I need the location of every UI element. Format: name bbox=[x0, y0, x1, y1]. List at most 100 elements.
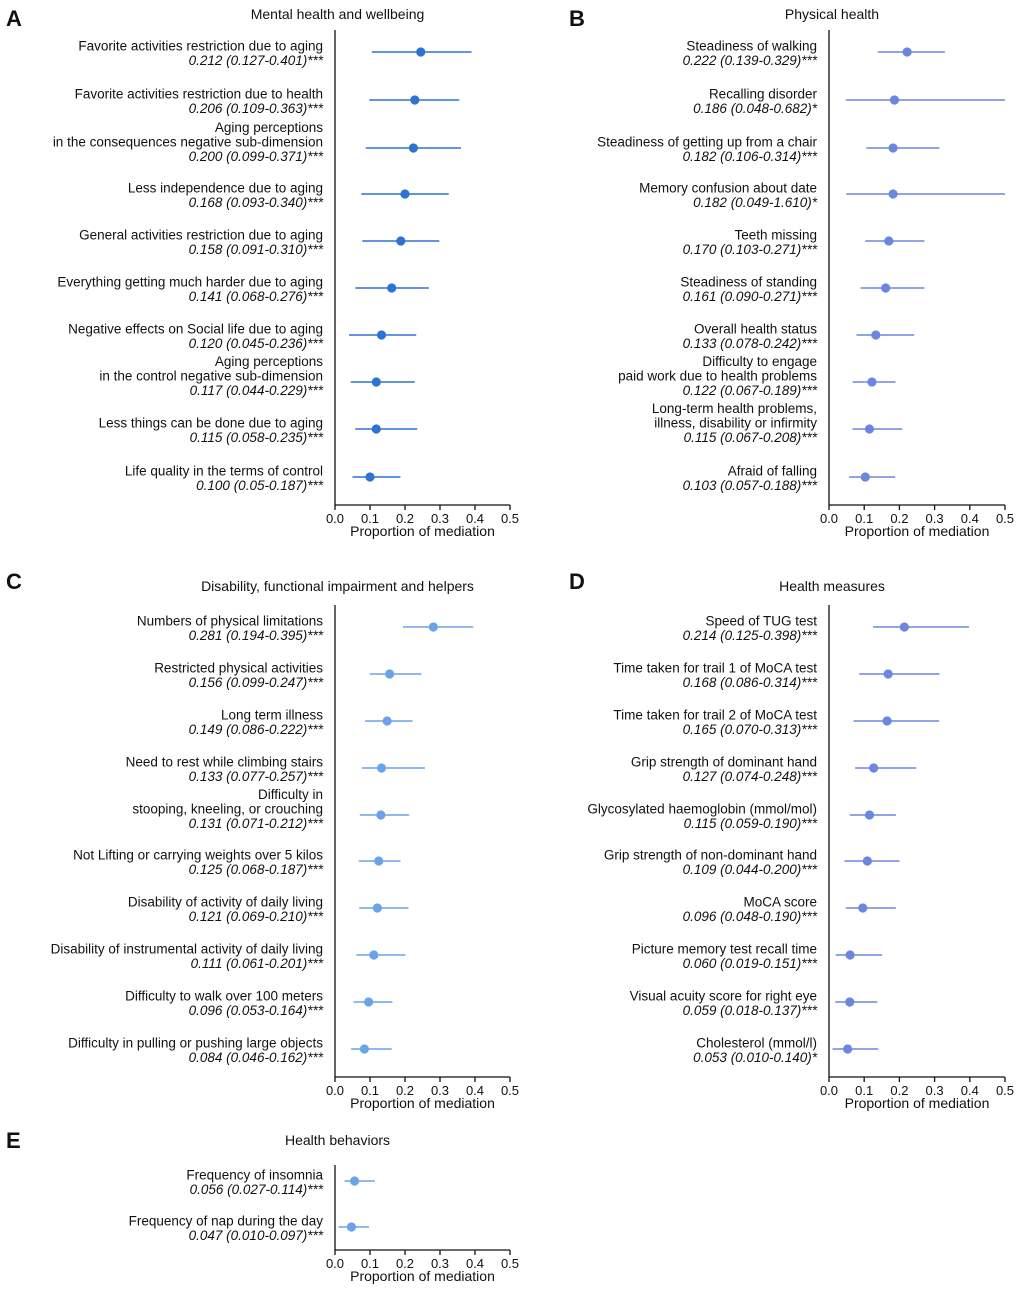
row-estimate: 0.156 (0.099-0.247)*** bbox=[189, 675, 324, 690]
x-tick-label: 0.3 bbox=[926, 1083, 944, 1098]
row-estimate: 0.084 (0.046-0.162)*** bbox=[189, 1050, 324, 1065]
point-estimate bbox=[860, 472, 870, 482]
row-label: Steadiness of walking bbox=[686, 39, 817, 54]
row-estimate: 0.096 (0.053-0.164)*** bbox=[189, 1003, 324, 1018]
row-label: paid work due to health problems bbox=[618, 369, 817, 384]
x-tick-label: 0.1 bbox=[361, 1256, 379, 1271]
row-label: Memory confusion about date bbox=[639, 181, 817, 196]
row-estimate: 0.115 (0.058-0.235)*** bbox=[190, 430, 324, 445]
x-tick-label: 0.0 bbox=[326, 511, 344, 526]
row-estimate: 0.103 (0.057-0.188)*** bbox=[683, 478, 818, 493]
panel-e: E Health behaviors 0.0 0.1 0.2 0.3 0.4 0.5 Propo… bbox=[6, 1128, 519, 1284]
point-estimate bbox=[364, 997, 374, 1007]
x-tick-label: 0.3 bbox=[926, 511, 944, 526]
point-estimate bbox=[371, 377, 381, 387]
row-estimate: 0.117 (0.044-0.229)*** bbox=[190, 383, 324, 398]
panel-title: Health behaviors bbox=[285, 1132, 390, 1148]
x-tick-label: 0.4 bbox=[961, 511, 979, 526]
row-estimate: 0.131 (0.071-0.212)*** bbox=[189, 816, 324, 831]
point-estimate bbox=[374, 856, 384, 866]
row-label: Grip strength of dominant hand bbox=[631, 755, 817, 770]
point-estimate bbox=[881, 283, 891, 293]
row-label: Difficulty in pulling or pushing large o… bbox=[68, 1036, 323, 1051]
point-estimate bbox=[869, 763, 879, 773]
row-label: Difficulty to engage bbox=[702, 354, 817, 369]
row-label: Picture memory test recall time bbox=[632, 942, 817, 957]
x-tick-label: 0.2 bbox=[396, 1256, 414, 1271]
row-estimate: 0.115 (0.059-0.190)*** bbox=[684, 816, 818, 831]
point-estimate bbox=[387, 283, 397, 293]
point-estimate bbox=[871, 330, 881, 340]
row-estimate: 0.141 (0.068-0.276)*** bbox=[189, 289, 324, 304]
x-axis-label: Proportion of mediation bbox=[350, 1268, 495, 1284]
row-label: Restricted physical activities bbox=[154, 661, 323, 676]
row-label: illness, disability or infirmity bbox=[654, 416, 817, 431]
row-label: stooping, kneeling, or crouching bbox=[132, 802, 323, 817]
row-label: Steadiness of standing bbox=[680, 275, 817, 290]
point-estimate bbox=[428, 622, 438, 632]
point-estimate bbox=[862, 856, 872, 866]
point-estimate bbox=[888, 143, 898, 153]
point-estimate bbox=[371, 424, 381, 434]
x-tick-label: 0.1 bbox=[855, 511, 873, 526]
point-estimate bbox=[382, 716, 392, 726]
row-estimate: 0.121 (0.069-0.210)*** bbox=[189, 909, 324, 924]
x-tick-label: 0.2 bbox=[396, 511, 414, 526]
point-estimate bbox=[845, 997, 855, 1007]
panel-letter: B bbox=[569, 6, 585, 31]
row-label: General activities restriction due to ag… bbox=[79, 228, 323, 243]
point-estimate bbox=[858, 903, 868, 913]
row-label: Aging perceptions bbox=[215, 354, 323, 369]
x-tick-label: 0.5 bbox=[501, 1083, 519, 1098]
panel-letter: D bbox=[569, 569, 585, 594]
point-estimate bbox=[884, 236, 894, 246]
x-tick-label: 0.3 bbox=[431, 1256, 449, 1271]
x-tick-label: 0.0 bbox=[820, 511, 838, 526]
row-estimate: 0.056 (0.027-0.114)*** bbox=[190, 1182, 324, 1197]
row-estimate: 0.120 (0.045-0.236)*** bbox=[189, 336, 324, 351]
row-estimate: 0.115 (0.067-0.208)*** bbox=[684, 430, 818, 445]
point-estimate bbox=[385, 669, 395, 679]
panel-title: Health measures bbox=[779, 578, 885, 594]
row-estimate: 0.149 (0.086-0.222)*** bbox=[189, 722, 324, 737]
row-label: Less things can be done due to aging bbox=[99, 416, 323, 431]
point-estimate bbox=[843, 1044, 853, 1054]
panel-letter: C bbox=[6, 569, 22, 594]
row-estimate: 0.182 (0.049-1.610)* bbox=[693, 195, 818, 210]
panel-b: B Physical health 0.0 0.1 0.2 0.3 0.4 0.5 Propor… bbox=[569, 6, 1014, 539]
x-tick-label: 0.4 bbox=[466, 1256, 484, 1271]
panel-letter: A bbox=[6, 6, 22, 31]
point-estimate bbox=[902, 47, 912, 57]
row-estimate: 0.168 (0.093-0.340)*** bbox=[189, 195, 324, 210]
row-estimate: 0.053 (0.010-0.140)* bbox=[693, 1050, 818, 1065]
row-label: Disability of activity of daily living bbox=[128, 895, 323, 910]
row-estimate: 0.096 (0.048-0.190)*** bbox=[683, 909, 818, 924]
x-tick-label: 0.1 bbox=[361, 511, 379, 526]
row-label: Cholesterol (mmol/l) bbox=[696, 1036, 817, 1051]
row-estimate: 0.133 (0.077-0.257)*** bbox=[189, 769, 324, 784]
point-estimate bbox=[346, 1222, 357, 1232]
x-tick-label: 0.2 bbox=[890, 1083, 908, 1098]
row-label: Glycosylated haemoglobin (mmol/mol) bbox=[587, 802, 817, 817]
row-estimate: 0.212 (0.127-0.401)*** bbox=[189, 53, 324, 68]
row-label: Grip strength of non-dominant hand bbox=[604, 848, 817, 863]
panel-title: Mental health and wellbeing bbox=[251, 6, 425, 22]
point-estimate bbox=[408, 143, 418, 153]
point-estimate bbox=[410, 95, 420, 105]
x-tick-label: 0.4 bbox=[466, 511, 484, 526]
x-tick-label: 0.5 bbox=[996, 1083, 1014, 1098]
panel-d: D Health measures 0.0 0.1 0.2 0.3 0.4 0.5 Propor… bbox=[569, 569, 1014, 1111]
row-label: Time taken for trail 2 of MoCA test bbox=[613, 708, 817, 723]
row-label: Favorite activities restriction due to a… bbox=[78, 39, 323, 54]
x-tick-label: 0.2 bbox=[396, 1083, 414, 1098]
point-estimate bbox=[359, 1044, 369, 1054]
panel-letter: E bbox=[6, 1128, 21, 1153]
row-label: Difficulty in bbox=[258, 787, 323, 802]
row-label: in the consequences negative sub-dimensi… bbox=[53, 135, 323, 150]
x-axis-label: Proportion of mediation bbox=[845, 1095, 990, 1111]
row-estimate: 0.200 (0.099-0.371)*** bbox=[189, 149, 324, 164]
row-estimate: 0.222 (0.139-0.329)*** bbox=[683, 53, 818, 68]
row-label: Time taken for trail 1 of MoCA test bbox=[613, 661, 817, 676]
row-label: Negative effects on Social life due to a… bbox=[68, 322, 323, 337]
